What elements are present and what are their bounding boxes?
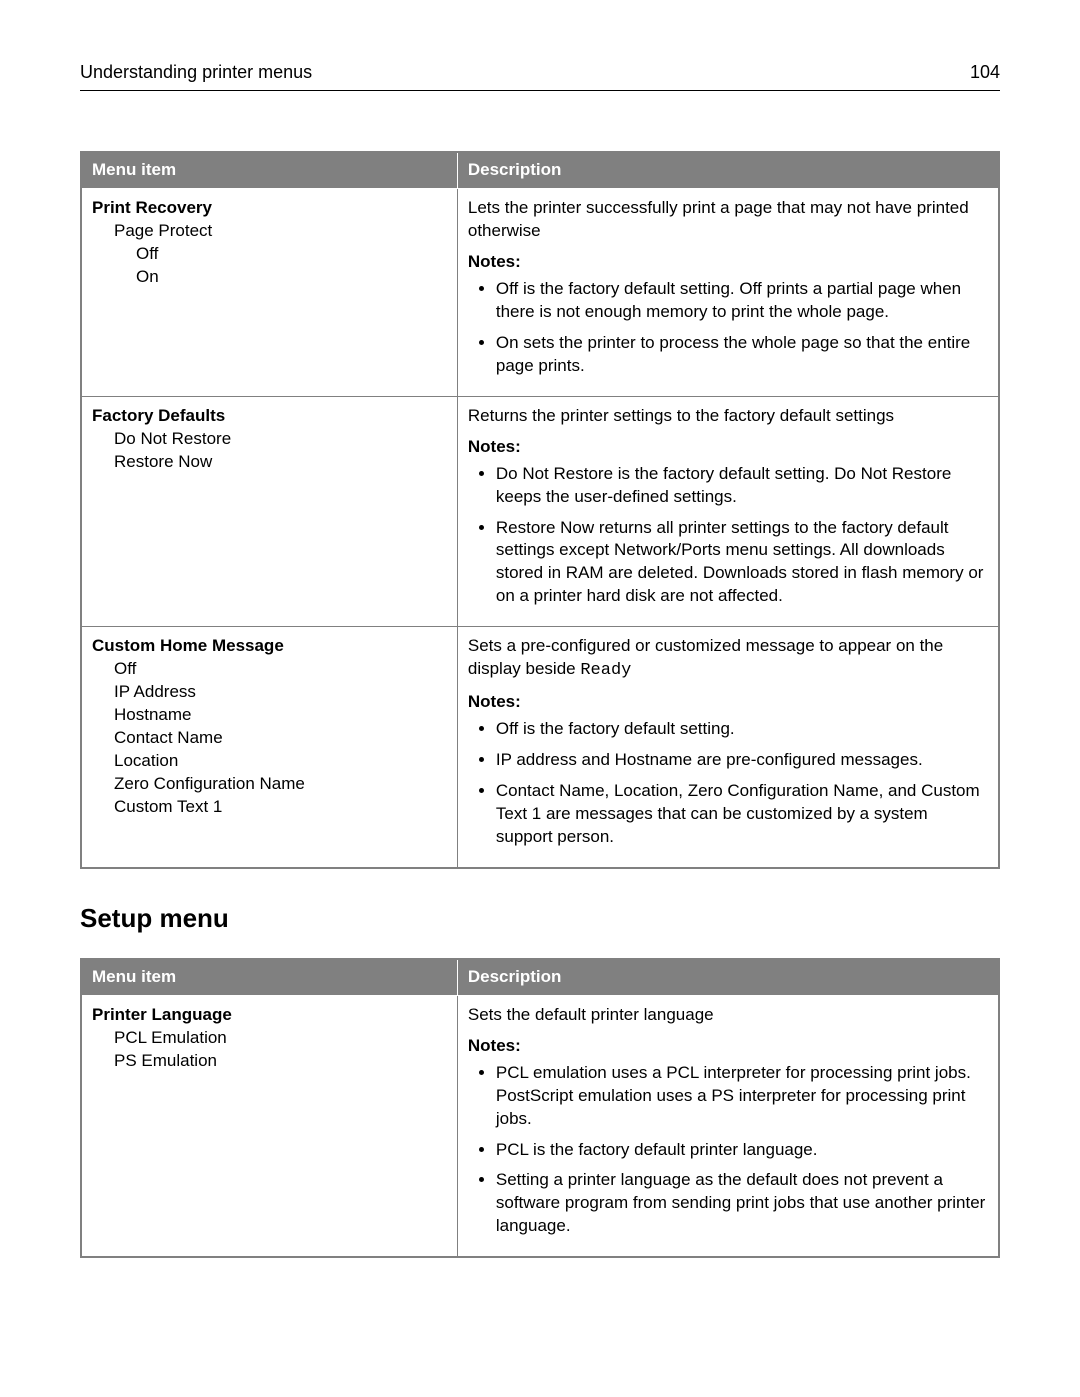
description-lead: Sets the default printer language [468,1004,988,1027]
note-item: On sets the printer to process the whole… [496,332,988,378]
menu-item-option: Hostname [92,704,447,727]
description-cell: Returns the printer settings to the fact… [457,396,999,627]
note-item: Do Not Restore is the factory default se… [496,463,988,509]
notes-label: Notes: [468,691,988,714]
note-item: PCL is the factory default printer langu… [496,1139,988,1162]
menu-item-title: Print Recovery [92,197,447,220]
table-row: Print Recovery Page Protect Off On Lets … [81,189,999,397]
note-item: Restore Now returns all printer settings… [496,517,988,609]
note-item: Setting a printer language as the defaul… [496,1169,988,1238]
page-header: Understanding printer menus 104 [80,60,1000,91]
menu-item-option: Zero Configuration Name [92,773,447,796]
notes-label: Notes: [468,436,988,459]
description-lead: Lets the printer successfully print a pa… [468,197,988,243]
menu-item-cell: Printer Language PCL Emulation PS Emulat… [81,995,457,1257]
header-title: Understanding printer menus [80,60,312,84]
menu-item-option: PS Emulation [92,1050,447,1073]
menu-item-cell: Print Recovery Page Protect Off On [81,189,457,397]
notes-list: Do Not Restore is the factory default se… [468,463,988,609]
menu-item-option: On [92,266,447,289]
section-title: Setup menu [80,901,1000,936]
menu-item-option: Restore Now [92,451,447,474]
menu-item-title: Custom Home Message [92,635,447,658]
notes-list: Off is the factory default setting. Off … [468,278,988,378]
menu-item-option: IP Address [92,681,447,704]
col-header-menu: Menu item [81,152,457,188]
col-header-desc: Description [457,152,999,188]
menu-item-cell: Custom Home Message Off IP Address Hostn… [81,627,457,868]
note-item: IP address and Hostname are pre-configur… [496,749,988,772]
menu-item-title: Factory Defaults [92,405,447,428]
description-lead: Returns the printer settings to the fact… [468,405,988,428]
menu-item-option: Page Protect [92,220,447,243]
menu-table-1: Menu item Description Print Recovery Pag… [80,151,1000,869]
note-item: Contact Name, Location, Zero Configurati… [496,780,988,849]
description-cell: Lets the printer successfully print a pa… [457,189,999,397]
menu-table-2: Menu item Description Printer Language P… [80,958,1000,1258]
col-header-desc: Description [457,959,999,995]
note-item: Off is the factory default setting. [496,718,988,741]
table-row: Custom Home Message Off IP Address Hostn… [81,627,999,868]
table-row: Printer Language PCL Emulation PS Emulat… [81,995,999,1257]
notes-label: Notes: [468,251,988,274]
menu-item-option: Custom Text 1 [92,796,447,819]
notes-list: PCL emulation uses a PCL interpreter for… [468,1062,988,1239]
note-item: Off is the factory default setting. Off … [496,278,988,324]
menu-item-option: Off [92,243,447,266]
col-header-menu: Menu item [81,959,457,995]
note-item: PCL emulation uses a PCL interpreter for… [496,1062,988,1131]
notes-list: Off is the factory default setting. IP a… [468,718,988,849]
menu-item-option: PCL Emulation [92,1027,447,1050]
description-lead-mono: Ready [580,661,631,680]
menu-item-option: Off [92,658,447,681]
description-cell: Sets the default printer language Notes:… [457,995,999,1257]
menu-item-option: Location [92,750,447,773]
description-lead: Sets a pre-configured or customized mess… [468,635,988,683]
menu-item-option: Do Not Restore [92,428,447,451]
menu-item-title: Printer Language [92,1004,447,1027]
description-cell: Sets a pre-configured or customized mess… [457,627,999,868]
menu-item-cell: Factory Defaults Do Not Restore Restore … [81,396,457,627]
notes-label: Notes: [468,1035,988,1058]
menu-item-option: Contact Name [92,727,447,750]
description-lead-text: Sets a pre-configured or customized mess… [468,636,943,678]
table-row: Factory Defaults Do Not Restore Restore … [81,396,999,627]
page-number: 104 [970,60,1000,84]
